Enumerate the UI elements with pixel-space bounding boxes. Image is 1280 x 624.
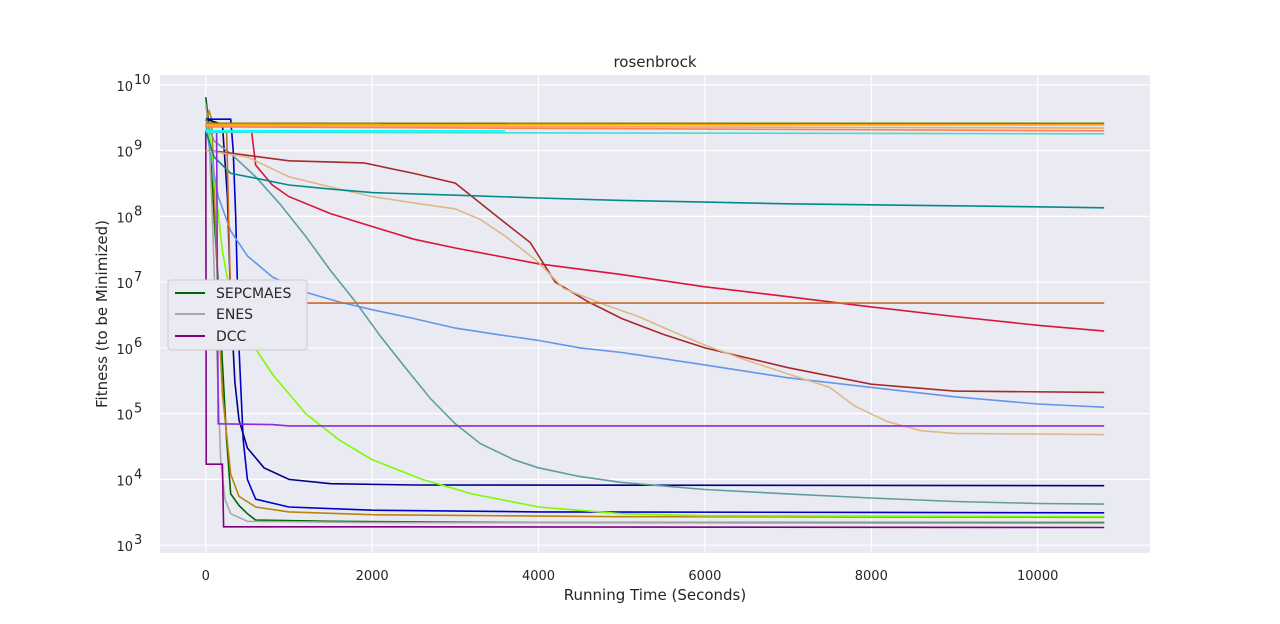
y-axis-label: Fitness (to be Minimized)	[93, 220, 111, 408]
svg-text:10: 10	[116, 80, 133, 95]
series-line-sepcmaes	[205, 97, 1105, 524]
x-tick-label: 4000	[522, 569, 555, 584]
series-line-unlabeled	[205, 119, 1105, 518]
y-tick-label: 10 7	[116, 270, 142, 292]
svg-text:10: 10	[134, 73, 151, 88]
y-tick-label: 10 5	[116, 402, 142, 424]
svg-text:10: 10	[116, 540, 133, 555]
svg-text:10: 10	[116, 474, 133, 489]
series-line-unlabeled	[205, 124, 1105, 129]
y-tick-label: 10 3	[116, 533, 142, 555]
svg-text:10: 10	[116, 211, 133, 226]
svg-text:8: 8	[134, 204, 142, 219]
svg-text:10: 10	[116, 409, 133, 424]
x-tick-label: 6000	[688, 569, 721, 584]
series-line-unlabeled	[250, 130, 1105, 332]
series-group	[205, 97, 1105, 529]
series-line-unlabeled	[205, 149, 1105, 436]
x-axis-label: Running Time (Seconds)	[564, 586, 746, 604]
legend-label-enes: ENES	[216, 307, 253, 323]
x-tick-label: 8000	[855, 569, 888, 584]
series-line-unlabeled	[205, 126, 1105, 132]
svg-text:5: 5	[134, 402, 142, 417]
legend-box	[167, 279, 308, 351]
svg-text:3: 3	[134, 533, 142, 548]
svg-text:10: 10	[116, 277, 133, 292]
x-ticks: 0 2000 4000 6000 8000 10000	[202, 569, 1059, 584]
grid	[160, 75, 1150, 553]
y-tick-label: 10 10	[116, 73, 150, 95]
plot-background	[160, 75, 1150, 553]
y-tick-label: 10 6	[116, 336, 142, 358]
series-line-unlabeled	[205, 123, 1105, 126]
series-line-dcc	[205, 130, 1105, 529]
series-line-unlabeled	[205, 118, 1105, 487]
x-tick-label: 2000	[356, 569, 389, 584]
y-tick-label: 10 8	[116, 204, 142, 226]
series-line-unlabeled	[205, 118, 1105, 514]
series-line-unlabeled	[205, 149, 1105, 394]
svg-text:9: 9	[134, 139, 142, 154]
series-line-unlabeled	[205, 124, 1105, 408]
chart-title: rosenbrock	[613, 53, 696, 71]
series-line-unlabeled	[205, 131, 1105, 135]
legend: SEPCMAES ENES DCC	[167, 279, 308, 351]
svg-text:7: 7	[134, 270, 142, 285]
series-line-unlabeled	[205, 118, 1105, 505]
legend-label-dcc: DCC	[216, 329, 247, 345]
svg-text:10: 10	[116, 146, 133, 161]
x-tick-label: 10000	[1017, 569, 1058, 584]
series-line-unlabeled	[205, 130, 1105, 209]
svg-text:4: 4	[134, 467, 142, 482]
svg-text:10: 10	[116, 343, 133, 358]
y-tick-label: 10 9	[116, 139, 142, 161]
y-tick-label: 10 4	[116, 467, 142, 489]
x-tick-label: 0	[202, 569, 210, 584]
svg-text:6: 6	[134, 336, 142, 351]
legend-label-sepcmaes: SEPCMAES	[216, 286, 291, 302]
